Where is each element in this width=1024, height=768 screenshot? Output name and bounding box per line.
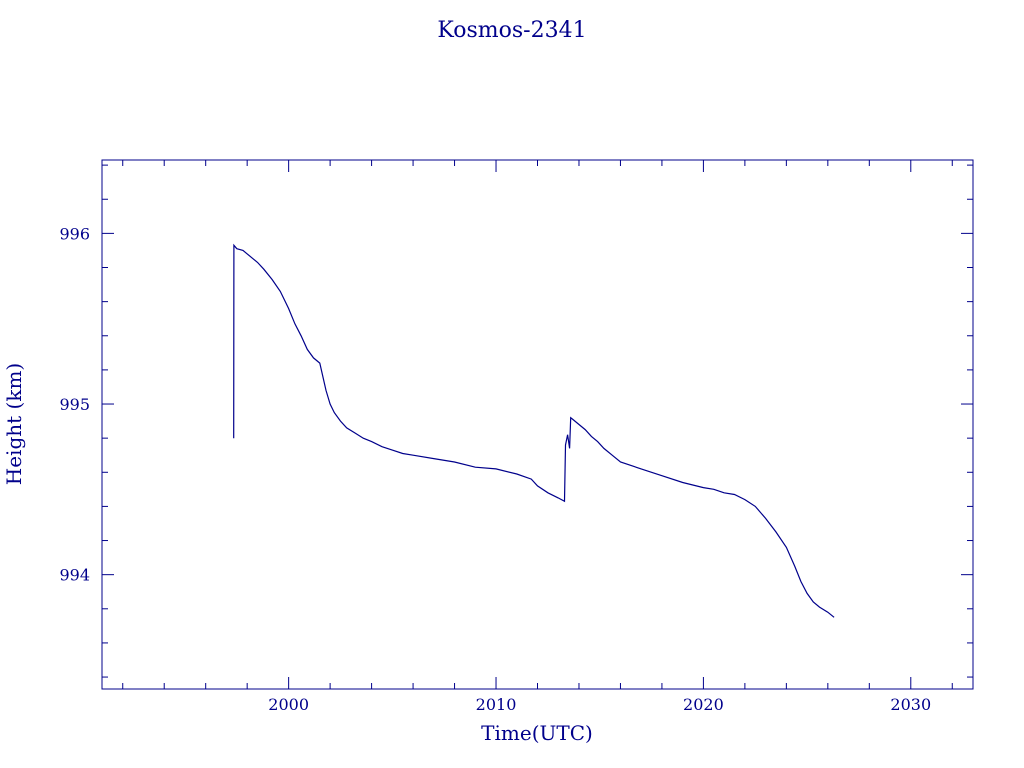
y-tick-label: 996 bbox=[59, 224, 90, 243]
y-axis-label: Height (km) bbox=[2, 363, 26, 485]
y-tick-label: 994 bbox=[59, 566, 90, 585]
x-tick-label: 2020 bbox=[683, 695, 724, 714]
axis-ticks bbox=[102, 160, 973, 689]
plot-frame bbox=[101, 159, 974, 690]
x-axis-label: Time(UTC) bbox=[481, 721, 593, 745]
tick-labels: 2000 2010 2020 2030 994 995 996 bbox=[59, 224, 931, 714]
series-line-height bbox=[233, 243, 835, 618]
x-tick-label: 2030 bbox=[890, 695, 931, 714]
x-tick-label: 2010 bbox=[476, 695, 517, 714]
x-tick-label: 2000 bbox=[268, 695, 309, 714]
chart-title: Kosmos-2341 bbox=[437, 18, 586, 43]
y-tick-label: 995 bbox=[59, 395, 90, 414]
